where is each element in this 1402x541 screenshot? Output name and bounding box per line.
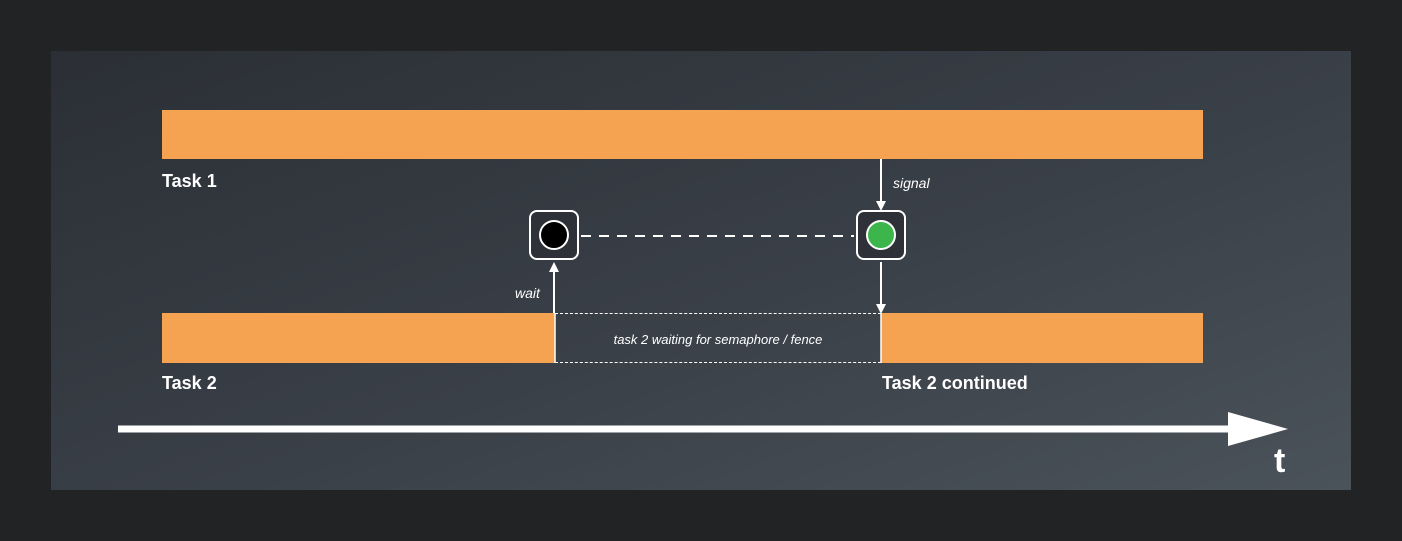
task2-continued-label: Task 2 continued [882, 373, 1028, 393]
waiting-region: task 2 waiting for semaphore / fence [555, 313, 881, 363]
time-axis-label: t [1274, 442, 1286, 480]
task2-bar [162, 313, 555, 363]
waiting-text: task 2 waiting for semaphore / fence [613, 332, 823, 347]
signal-label: signal [893, 175, 930, 191]
task1-bar [162, 110, 1203, 159]
wait-label: wait [515, 285, 540, 301]
semaphore-unsignaled [529, 210, 579, 260]
task2-continued-bar [881, 313, 1203, 363]
task1-label: Task 1 [162, 171, 217, 191]
time-axis-arrowhead [1228, 412, 1288, 446]
unsignaled-lamp-icon [539, 220, 569, 250]
signaled-lamp-icon [866, 220, 896, 250]
semaphore-signaled [856, 210, 906, 260]
task2-label: Task 2 [162, 373, 217, 393]
